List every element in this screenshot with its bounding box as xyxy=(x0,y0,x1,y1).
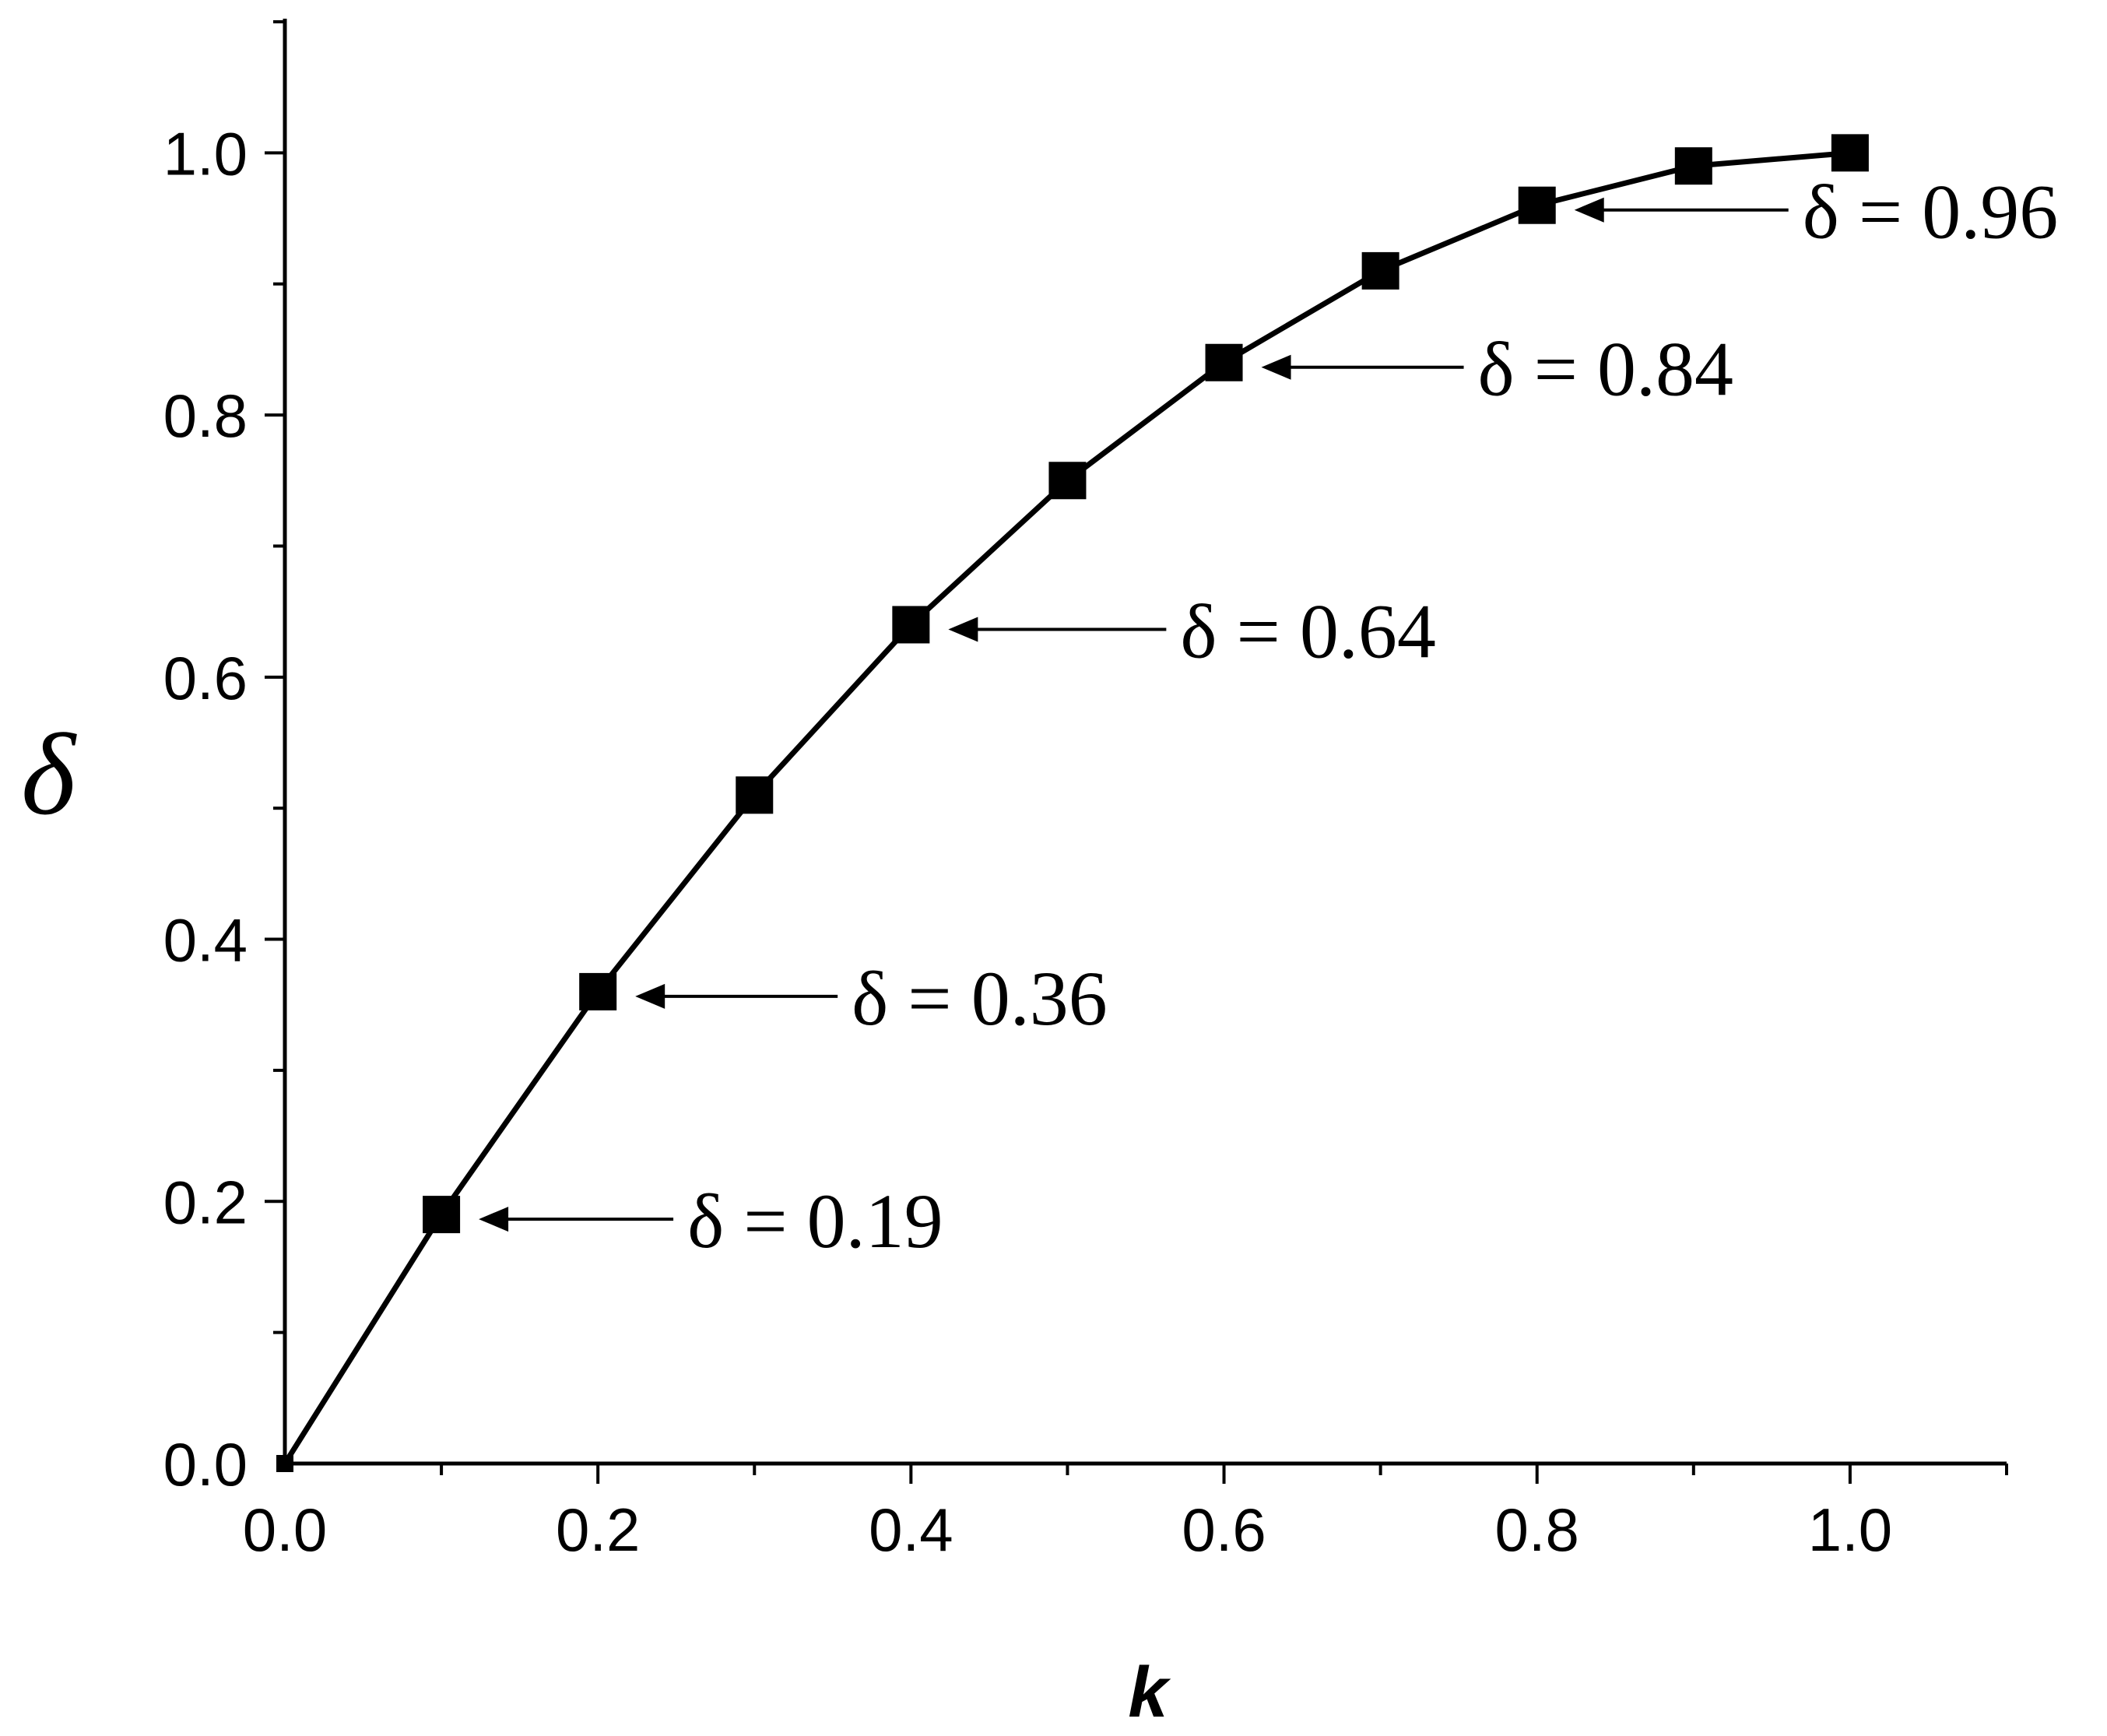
annotation-label: δ = 0.84 xyxy=(1478,326,1734,413)
annotation: δ = 0.84 xyxy=(1261,326,1734,413)
annotation: δ = 0.19 xyxy=(479,1178,943,1264)
annotation-arrow-head xyxy=(635,983,665,1009)
y-tick-label: 0.2 xyxy=(163,1168,248,1236)
y-tick-label: 0.8 xyxy=(163,381,248,450)
x-tick-label: 0.6 xyxy=(1182,1495,1266,1564)
data-point-marker xyxy=(423,1196,461,1234)
x-tick-label: 0.4 xyxy=(869,1495,953,1564)
x-tick-label: 0.0 xyxy=(243,1495,327,1564)
data-point-marker xyxy=(1831,134,1869,172)
annotation-label: δ = 0.64 xyxy=(1180,588,1436,674)
markers xyxy=(276,134,1869,1472)
annotation: δ = 0.64 xyxy=(948,588,1436,674)
data-point-marker xyxy=(736,776,774,814)
data-point-marker xyxy=(276,1455,293,1472)
x-tick-label: 0.2 xyxy=(556,1495,640,1564)
annotation-arrow-head xyxy=(1574,197,1604,223)
data-point-marker xyxy=(1048,462,1087,500)
annotation-arrow-head xyxy=(948,617,978,642)
annotation-arrow-head xyxy=(479,1207,509,1232)
axes: 0.0 0.2 0.4 0.6 0.8 1.0 0.0 0.2 0.4 0.6 0.8 1.0 xyxy=(163,19,2008,1564)
y-tick-label: 0.6 xyxy=(163,644,248,712)
y-tick-label: 1.0 xyxy=(163,119,248,188)
x-axis-title: k xyxy=(1128,1653,1171,1732)
data-point-marker xyxy=(1674,147,1712,185)
data-point-marker xyxy=(1205,343,1243,381)
annotation: δ = 0.96 xyxy=(1574,169,2059,255)
data-point-marker xyxy=(579,972,617,1010)
data-point-marker xyxy=(1518,186,1556,224)
annotation-arrow-head xyxy=(1261,354,1291,380)
annotation-label: δ = 0.96 xyxy=(1803,169,2059,255)
y-tick-label: 0.0 xyxy=(163,1430,248,1499)
data-point-marker xyxy=(1361,251,1399,290)
annotation-label: δ = 0.19 xyxy=(687,1178,943,1264)
annotations: δ = 0.19 δ = 0.36 δ = 0.64 δ = 0.84 δ = 0.96 xyxy=(479,169,2058,1264)
y-tick-label: 0.4 xyxy=(163,906,248,975)
y-axis-title: δ xyxy=(21,710,77,839)
x-tick-label: 1.0 xyxy=(1808,1495,1892,1564)
data-point-marker xyxy=(892,606,930,644)
x-tick-label: 0.8 xyxy=(1495,1495,1579,1564)
annotation: δ = 0.36 xyxy=(635,955,1108,1042)
annotation-label: δ = 0.36 xyxy=(852,955,1108,1042)
